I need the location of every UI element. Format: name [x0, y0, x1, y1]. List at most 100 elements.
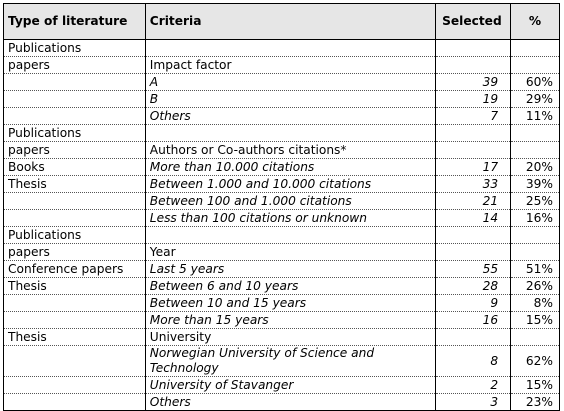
cell-type — [3, 192, 146, 210]
cell-criteria: B — [144, 90, 437, 108]
cell-selected: 2 — [435, 376, 512, 394]
header-selected: Selected — [435, 3, 512, 40]
cell-percent — [510, 56, 560, 74]
cell-type: Conference papers — [3, 260, 146, 278]
cell-percent — [510, 328, 560, 346]
cell-selected — [435, 328, 512, 346]
cell-type: Books — [3, 158, 146, 176]
cell-type: papers — [3, 243, 146, 261]
cell-type — [3, 73, 146, 91]
cell-type — [3, 376, 146, 394]
cell-percent — [510, 141, 560, 159]
cell-selected: 21 — [435, 192, 512, 210]
header-percent: % — [510, 3, 560, 40]
cell-percent: 20% — [510, 158, 560, 176]
cell-selected: 55 — [435, 260, 512, 278]
cell-percent — [510, 243, 560, 261]
table-row: Between 10 and 15 years 9 8% — [3, 294, 560, 312]
table-row: Conference papers Last 5 years 55 51% — [3, 260, 560, 278]
cell-criteria — [144, 226, 437, 244]
cell-percent: 15% — [510, 376, 560, 394]
cell-type — [3, 311, 146, 329]
cell-criteria: Year — [144, 243, 437, 261]
table-row: Publications — [3, 124, 560, 142]
table-row: Between 100 and 1.000 citations 21 25% — [3, 192, 560, 210]
cell-criteria — [144, 124, 437, 142]
cell-criteria: Last 5 years — [144, 260, 437, 278]
header-criteria: Criteria — [144, 3, 437, 40]
cell-criteria: Impact factor — [144, 56, 437, 74]
cell-percent: 51% — [510, 260, 560, 278]
table-row: papers Impact factor — [3, 56, 560, 74]
table-row: Thesis Between 6 and 10 years 28 26% — [3, 277, 560, 295]
table-row: A 39 60% — [3, 73, 560, 91]
cell-percent: 62% — [510, 345, 560, 377]
cell-criteria — [144, 39, 437, 57]
cell-percent — [510, 226, 560, 244]
cell-selected: 9 — [435, 294, 512, 312]
table-row: B 19 29% — [3, 90, 560, 108]
cell-percent: 39% — [510, 175, 560, 193]
cell-selected: 33 — [435, 175, 512, 193]
table-row: Others 7 11% — [3, 107, 560, 125]
cell-percent: 15% — [510, 311, 560, 329]
cell-selected — [435, 243, 512, 261]
cell-criteria: Between 6 and 10 years — [144, 277, 437, 295]
cell-criteria: Less than 100 citations or unknown — [144, 209, 437, 227]
header-row: Type of literature Criteria Selected % — [3, 3, 560, 40]
table-row: University of Stavanger 2 15% — [3, 376, 560, 394]
table-row: Norwegian University of Science and Tech… — [3, 345, 560, 377]
table-body: Publications papers Impact factor A 39 60% B 19… — [3, 39, 560, 411]
table-row: Thesis University — [3, 328, 560, 346]
cell-type: papers — [3, 56, 146, 74]
cell-percent: 26% — [510, 277, 560, 295]
cell-percent: 25% — [510, 192, 560, 210]
cell-criteria: Others — [144, 393, 437, 411]
cell-type — [3, 393, 146, 411]
cell-type — [3, 107, 146, 125]
table-row: Less than 100 citations or unknown 14 16% — [3, 209, 560, 227]
cell-criteria: More than 10.000 citations — [144, 158, 437, 176]
cell-selected: 28 — [435, 277, 512, 295]
table-row: Thesis Between 1.000 and 10.000 citations… — [3, 175, 560, 193]
header-type: Type of literature — [3, 3, 146, 40]
cell-percent: 29% — [510, 90, 560, 108]
table-row: papers Year — [3, 243, 560, 261]
cell-criteria: Others — [144, 107, 437, 125]
cell-criteria: A — [144, 73, 437, 91]
cell-type: Publications — [3, 124, 146, 142]
cell-selected — [435, 226, 512, 244]
cell-percent — [510, 39, 560, 57]
cell-criteria: More than 15 years — [144, 311, 437, 329]
cell-criteria: University — [144, 328, 437, 346]
cell-selected: 39 — [435, 73, 512, 91]
table-row: papers Authors or Co-authors citations* — [3, 141, 560, 159]
cell-criteria: Between 100 and 1.000 citations — [144, 192, 437, 210]
cell-criteria: Authors or Co-authors citations* — [144, 141, 437, 159]
table-row: Others 3 23% — [3, 393, 560, 411]
cell-percent — [510, 124, 560, 142]
cell-criteria: Between 1.000 and 10.000 citations — [144, 175, 437, 193]
cell-type — [3, 294, 146, 312]
cell-selected: 16 — [435, 311, 512, 329]
cell-selected — [435, 141, 512, 159]
table-row: Publications — [3, 226, 560, 244]
table-row: Publications — [3, 39, 560, 57]
cell-selected: 19 — [435, 90, 512, 108]
cell-percent: 8% — [510, 294, 560, 312]
table-row: Books More than 10.000 citations 17 20% — [3, 158, 560, 176]
cell-criteria: Norwegian University of Science and Tech… — [144, 345, 437, 377]
cell-type: Publications — [3, 39, 146, 57]
cell-selected — [435, 39, 512, 57]
cell-type — [3, 345, 146, 377]
cell-type: Publications — [3, 226, 146, 244]
cell-selected — [435, 124, 512, 142]
cell-type — [3, 209, 146, 227]
table-row: More than 15 years 16 15% — [3, 311, 560, 329]
cell-selected: 17 — [435, 158, 512, 176]
cell-criteria: University of Stavanger — [144, 376, 437, 394]
cell-selected: 14 — [435, 209, 512, 227]
cell-percent: 11% — [510, 107, 560, 125]
cell-percent: 23% — [510, 393, 560, 411]
cell-selected: 3 — [435, 393, 512, 411]
